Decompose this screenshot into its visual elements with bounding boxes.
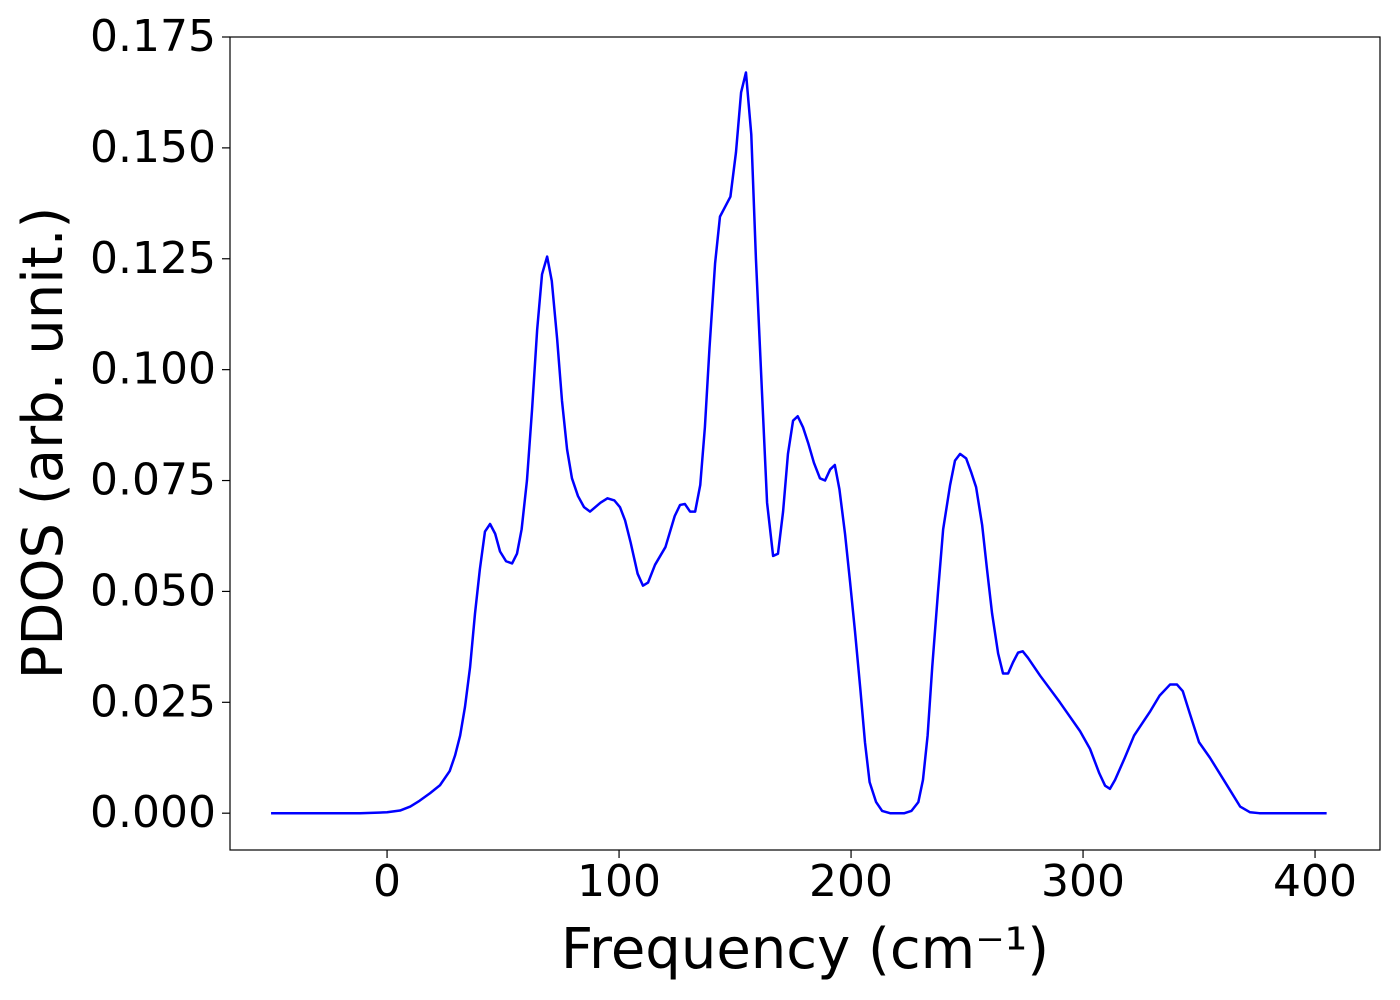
y-tick-label: 0.125 xyxy=(90,233,216,284)
y-tick-label: 0.100 xyxy=(90,344,216,395)
y-tick-label: 0.175 xyxy=(90,11,216,62)
y-tick-label: 0.075 xyxy=(90,455,216,506)
pdos-line xyxy=(271,71,1327,815)
y-tick-label: 0.000 xyxy=(90,787,216,838)
plot-frame xyxy=(229,36,1381,851)
x-tick-label: 100 xyxy=(577,856,661,907)
x-tick-label: 200 xyxy=(809,856,893,907)
y-tick-label: 0.025 xyxy=(90,676,216,727)
x-tick-label: 0 xyxy=(373,856,401,907)
x-tick-label: 300 xyxy=(1041,856,1125,907)
x-axis-label: Frequency (cm⁻¹) xyxy=(561,917,1049,982)
x-tick-label: 400 xyxy=(1273,856,1357,907)
y-tick-label: 0.050 xyxy=(90,565,216,616)
y-axis-label: PDOS (arb. unit.) xyxy=(11,207,76,680)
y-tick-label: 0.150 xyxy=(90,122,216,173)
